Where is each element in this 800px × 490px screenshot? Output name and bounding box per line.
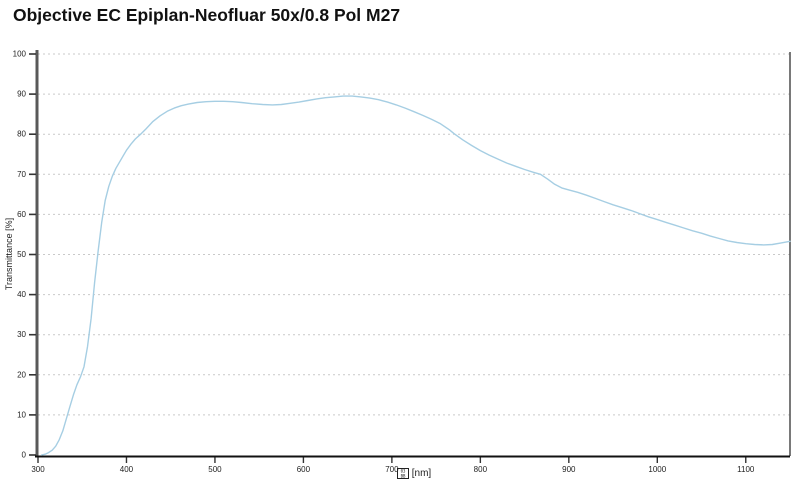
y-tick-label: 80 (17, 130, 26, 139)
y-tick-label: 30 (17, 330, 26, 339)
missing-glyph-hex-bottom: BB (400, 473, 405, 478)
x-tick-label: 1000 (648, 465, 666, 474)
y-tick-label: 40 (17, 290, 26, 299)
x-tick-label: 500 (208, 465, 222, 474)
y-tick-label: 50 (17, 250, 26, 259)
missing-glyph-hex-top: 03 (400, 469, 405, 474)
transmittance-curve (40, 95, 791, 456)
x-tick-label: 700 (385, 465, 399, 474)
y-tick-label: 20 (17, 370, 26, 379)
y-tick-label: 0 (22, 451, 27, 460)
y-tick-label: 70 (17, 170, 26, 179)
x-tick-label: 800 (474, 465, 488, 474)
x-tick-label: 1100 (737, 465, 755, 474)
y-tick-label: 100 (13, 50, 27, 59)
y-axis-label: Transmittance [%] (4, 217, 14, 291)
x-tick-label: 900 (562, 465, 576, 474)
page-title: Objective EC Epiplan-Neofluar 50x/0.8 Po… (13, 5, 401, 25)
x-tick-label: 400 (120, 465, 134, 474)
x-axis-label: 03 BB [nm] (38, 468, 790, 479)
x-tick-label: 600 (297, 465, 311, 474)
x-tick-label: 300 (31, 465, 45, 474)
y-tick-label: 10 (17, 410, 26, 419)
x-axis-unit: [nm] (411, 468, 432, 479)
y-tick-label: 90 (17, 90, 26, 99)
missing-glyph-icon: 03 BB (396, 468, 409, 479)
y-tick-label: 60 (17, 210, 26, 219)
